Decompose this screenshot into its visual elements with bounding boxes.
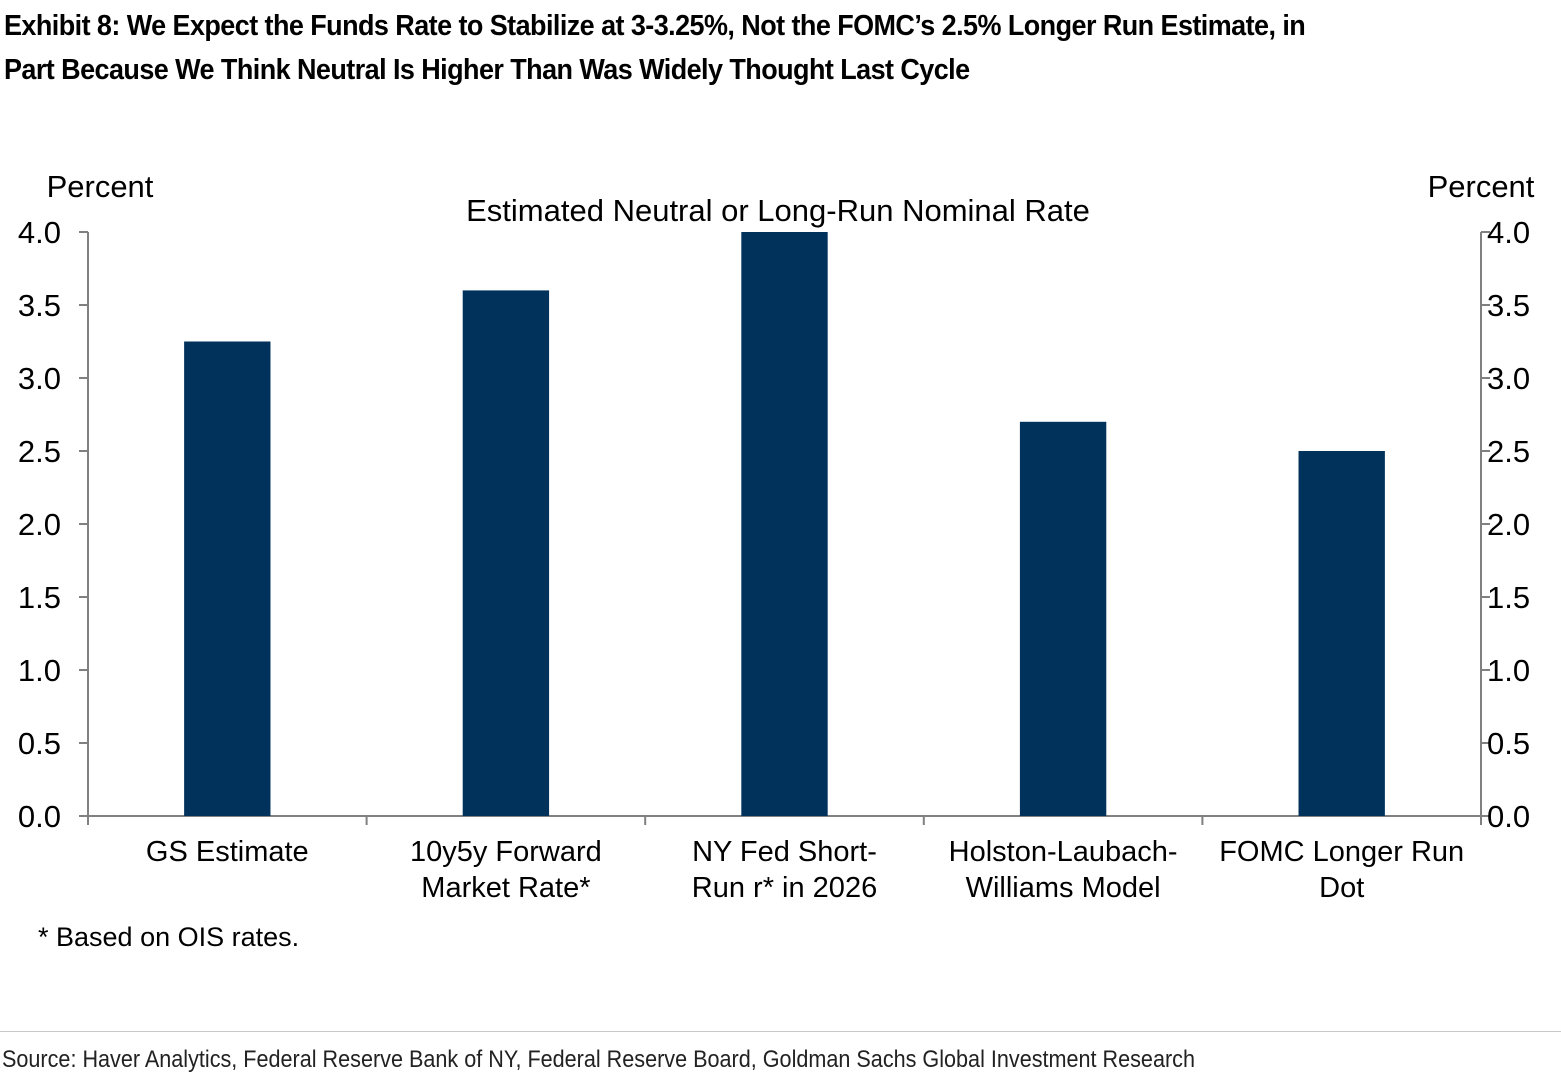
- category-label: Dot: [1319, 872, 1364, 904]
- bar: [1298, 451, 1385, 816]
- category-label: Holston-Laubach-: [949, 836, 1178, 868]
- left-axis-label: Percent: [47, 169, 154, 204]
- right-tick-label: 2.5: [1487, 434, 1530, 469]
- category-label: FOMC Longer Run: [1219, 836, 1464, 868]
- x-axis: GS Estimate 10y5y Forward Market Rate* NY F…: [87, 815, 1482, 904]
- right-tick-label: 1.5: [1487, 580, 1530, 615]
- source-line: Source: Haver Analytics, Federal Reserve…: [2, 1046, 1195, 1073]
- bars: [184, 232, 1385, 816]
- left-tick-label: 2.0: [18, 507, 61, 542]
- right-tick-label: 4.0: [1487, 215, 1530, 250]
- left-tick-label: 3.0: [18, 361, 61, 396]
- chart-title: Estimated Neutral or Long-Run Nominal Ra…: [466, 193, 1090, 228]
- right-tick-label: 3.0: [1487, 361, 1530, 396]
- right-tick-label: 0.5: [1487, 726, 1530, 761]
- category-label: Market Rate*: [421, 872, 590, 904]
- category-label: Williams Model: [966, 872, 1161, 904]
- bar: [1019, 421, 1107, 816]
- left-y-axis: 0.0 0.5 1.0 1.5 2.0 2.5 3.0 3.5 4.0: [18, 215, 89, 834]
- left-tick-label: 3.5: [18, 288, 61, 323]
- bar-chart: Percent Percent Estimated Neutral or Lon…: [18, 169, 1535, 904]
- left-tick-label: 4.0: [18, 215, 61, 250]
- bar: [462, 290, 550, 816]
- left-tick-label: 2.5: [18, 434, 61, 469]
- right-axis-label: Percent: [1428, 169, 1535, 204]
- right-tick-label: 3.5: [1487, 288, 1530, 323]
- exhibit-title: Exhibit 8: We Expect the Funds Rate to S…: [4, 4, 1446, 92]
- right-y-axis: 0.0 0.5 1.0 1.5 2.0 2.5 3.0 3.5 4.0: [1480, 215, 1530, 834]
- title-line-1: Exhibit 8: We Expect the Funds Rate to S…: [4, 10, 1306, 42]
- footnote: * Based on OIS rates.: [38, 922, 300, 952]
- divider: [0, 1031, 1561, 1032]
- right-tick-label: 0.0: [1487, 799, 1530, 834]
- category-label: GS Estimate: [146, 836, 309, 868]
- left-tick-label: 1.0: [18, 653, 61, 688]
- category-label: Run r* in 2026: [692, 872, 877, 904]
- left-tick-label: 0.5: [18, 726, 61, 761]
- title-line-2: Part Because We Think Neutral Is Higher …: [4, 54, 970, 86]
- bar: [741, 232, 828, 816]
- category-label: NY Fed Short-: [692, 836, 877, 868]
- left-tick-label: 1.5: [18, 580, 61, 615]
- right-tick-label: 1.0: [1487, 653, 1530, 688]
- bar: [184, 341, 271, 816]
- category-label: 10y5y Forward: [410, 836, 602, 868]
- left-tick-label: 0.0: [18, 799, 61, 834]
- right-tick-label: 2.0: [1487, 507, 1530, 542]
